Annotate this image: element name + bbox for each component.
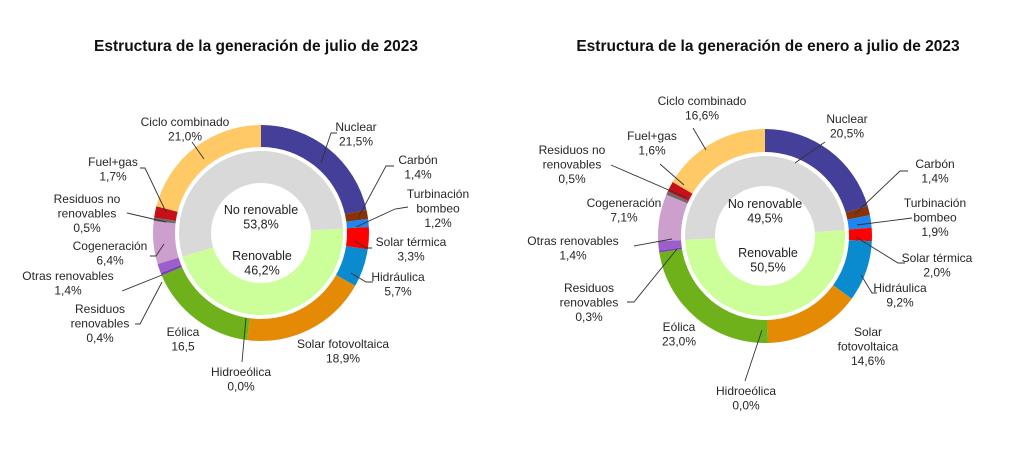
slice-turbinacion-bombeo bbox=[847, 215, 872, 230]
leader-line-hidroeolica bbox=[744, 329, 763, 382]
slice-ciclo-combinado bbox=[672, 129, 765, 194]
leader-line-fuel-gas bbox=[140, 167, 167, 213]
slice-residuos-renovables bbox=[658, 247, 683, 253]
data-label-residuos-renovables: Residuos renovables 0,4% bbox=[71, 302, 130, 345]
chart-jan-jul: Estructura de la generación de enero a j… bbox=[512, 0, 1024, 463]
data-label-residuos-no-renovables: Residuos no renovables 0,5% bbox=[539, 143, 606, 186]
data-label-hidroeolica: Hidroeólica 0,0% bbox=[716, 384, 776, 413]
slice-turbinacion-bombeo bbox=[346, 218, 369, 229]
leader-line-carbon bbox=[854, 170, 908, 215]
leader-line-solar-termica bbox=[855, 236, 905, 264]
slice-fuel-gas bbox=[154, 206, 178, 221]
data-label-solar-fotovoltaica: Solar fotovoltaica 18,9% bbox=[297, 337, 389, 366]
slice-carbon bbox=[344, 209, 369, 222]
data-label-hidraulica: Hidráulica 5,7% bbox=[371, 270, 425, 299]
slice-residuos-renovables bbox=[160, 264, 182, 276]
center-label-renovable: Renovable 46,2% bbox=[232, 249, 292, 278]
slice-solar-termica bbox=[346, 227, 369, 250]
data-label-residuos-renovables: Residuos renovables 0,3% bbox=[560, 281, 619, 324]
data-label-solar-termica: Solar térmica 2,0% bbox=[902, 251, 973, 280]
center-label-renovable: Renovable 50,5% bbox=[738, 246, 798, 275]
slice-cogeneracion bbox=[153, 220, 179, 264]
data-label-solar-fotovoltaica: Solar fotovoltaica 14,6% bbox=[838, 325, 899, 368]
slice-solar-fotovoltaica bbox=[767, 285, 852, 343]
donut-chart-july: Nuclear 21,5% Carbón 1,4% Turbinación bombeo 1… bbox=[22, 115, 469, 394]
chart-title: Estructura de la generación de julio de … bbox=[94, 38, 418, 55]
leader-line-residuos-no-renovables bbox=[126, 212, 167, 223]
slice-eolica bbox=[161, 266, 250, 341]
slice-hidraulica bbox=[336, 246, 368, 286]
data-label-solar-termica: Solar térmica 3,3% bbox=[376, 235, 447, 264]
center-label-no-renovable: No renovable 53,8% bbox=[224, 203, 298, 232]
slice-cogeneracion bbox=[658, 194, 688, 242]
data-label-nuclear: Nuclear 20,5% bbox=[826, 112, 867, 141]
data-label-residuos-no-renovables: Residuos no renovables 0,5% bbox=[54, 192, 121, 235]
leader-line-hidroeolica bbox=[241, 317, 247, 363]
inner-slice-renovable bbox=[685, 229, 845, 317]
slice-hidraulica bbox=[833, 240, 872, 299]
data-label-ciclo-combinado: Ciclo combinado 21,0% bbox=[141, 115, 230, 144]
data-label-otras-renovables: Otras renovables 1,4% bbox=[22, 269, 113, 298]
slice-residuos-no-renovables bbox=[153, 217, 176, 224]
leader-line-cogeneracion bbox=[150, 243, 165, 257]
data-label-otras-renovables: Otras renovables 1,4% bbox=[527, 234, 618, 263]
slice-otras-renovables bbox=[157, 257, 182, 273]
data-label-eolica: Eólica 23,0% bbox=[662, 320, 696, 349]
slice-nuclear bbox=[261, 125, 367, 215]
inner-slice-no-renovable bbox=[685, 156, 845, 240]
data-label-turbinacion-bombeo: Turbinación bombeo 1,9% bbox=[904, 196, 966, 239]
leader-line-hidraulica bbox=[350, 272, 373, 283]
leader-line-hidraulica bbox=[860, 274, 877, 294]
slice-ciclo-combinado bbox=[156, 125, 261, 212]
data-label-hidroeolica: Hidroeólica 0,0% bbox=[211, 365, 271, 394]
data-label-carbon: Carbón 1,4% bbox=[398, 153, 437, 182]
leader-line-ciclo-combinado bbox=[191, 141, 205, 160]
slice-otras-renovables bbox=[658, 240, 682, 251]
data-label-cogeneracion: Cogeneración 6,4% bbox=[73, 239, 148, 268]
data-label-fuel-gas: Fuel+gas 1,7% bbox=[88, 155, 138, 184]
data-label-nuclear: Nuclear 21,5% bbox=[335, 120, 376, 149]
slice-eolica bbox=[659, 248, 769, 343]
chart-july: Estructura de la generación de julio de … bbox=[22, 38, 469, 394]
leader-line-residuos-renovables bbox=[627, 248, 678, 303]
leader-line-turbinacion-bombeo bbox=[856, 217, 913, 226]
slice-fuel-gas bbox=[667, 182, 693, 202]
inner-slice-no-renovable bbox=[178, 150, 343, 257]
data-label-turbinacion-bombeo: Turbinación bombeo 1,2% bbox=[407, 187, 469, 230]
leader-line-carbon bbox=[357, 165, 394, 219]
leader-line-residuos-no-renovables bbox=[610, 164, 688, 199]
leader-line-otras-renovables bbox=[121, 274, 163, 292]
leader-line-otras-renovables bbox=[633, 238, 673, 247]
center-label-no-renovable: No renovable 49,5% bbox=[728, 197, 802, 226]
leader-line-nuclear bbox=[794, 141, 826, 164]
leader-line-turbinacion-bombeo bbox=[355, 206, 409, 228]
leader-line-solar-termica bbox=[354, 240, 372, 249]
slice-nuclear bbox=[765, 129, 868, 213]
leader-line-nuclear bbox=[320, 132, 337, 164]
leader-line-ciclo-combinado bbox=[692, 127, 707, 151]
leader-line-fuel-gas bbox=[659, 163, 685, 186]
slice-residuos-no-renovables bbox=[666, 191, 689, 204]
slice-solar-termica bbox=[848, 227, 872, 242]
slice-carbon bbox=[845, 206, 870, 220]
chart-title: Estructura de la generación de enero a j… bbox=[576, 38, 960, 55]
data-label-hidraulica: Hidráulica 9,2% bbox=[873, 281, 927, 310]
data-label-fuel-gas: Fuel+gas 1,6% bbox=[627, 129, 677, 158]
data-label-eolica: Eólica 16,5 bbox=[167, 325, 200, 354]
data-label-ciclo-combinado: Ciclo combinado 16,6% bbox=[658, 94, 747, 123]
data-label-cogeneracion: Cogeneración 7,1% bbox=[587, 196, 662, 225]
slice-solar-fotovoltaica bbox=[247, 275, 356, 341]
data-label-carbon: Carbón 1,4% bbox=[915, 157, 954, 186]
donut-chart-jan-jul: Nuclear 20,5% Carbón 1,4% Turbinación bombeo 1… bbox=[527, 94, 973, 413]
inner-slice-renovable bbox=[182, 228, 343, 315]
leader-line-residuos-renovables bbox=[135, 281, 163, 325]
